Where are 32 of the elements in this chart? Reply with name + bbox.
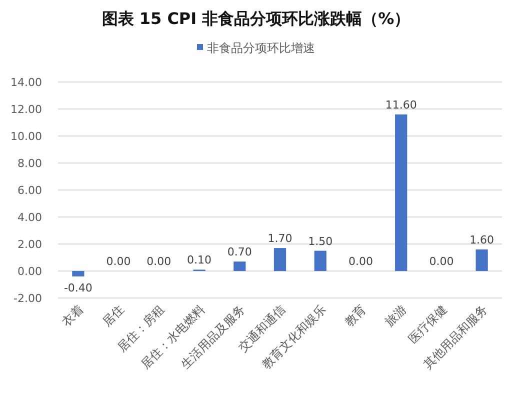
chart-title: 图表 15 CPI 非食品分项环比涨跌幅（%） bbox=[102, 9, 410, 28]
data-label: 1.70 bbox=[268, 232, 292, 246]
y-tick-label: 14.00 bbox=[10, 76, 42, 89]
bar bbox=[274, 248, 286, 271]
y-tick-label: 2.00 bbox=[18, 238, 42, 251]
bar bbox=[314, 250, 326, 271]
y-tick-label: 4.00 bbox=[18, 211, 42, 224]
x-tick-label: 旅游 bbox=[382, 302, 410, 330]
bar bbox=[72, 271, 84, 276]
y-tick-label: 8.00 bbox=[18, 157, 42, 170]
legend-label: 非食品分项环比增速 bbox=[207, 41, 315, 55]
x-tick-label: 教育 bbox=[342, 302, 369, 330]
data-label: 0.10 bbox=[187, 254, 212, 267]
bar bbox=[476, 249, 488, 271]
data-label: 11.60 bbox=[385, 98, 417, 112]
data-label: 1.60 bbox=[470, 233, 494, 246]
y-tick-label: 12.00 bbox=[10, 103, 42, 116]
x-tick-label: 衣着 bbox=[59, 302, 86, 330]
data-label: 0.00 bbox=[146, 255, 172, 268]
data-label: 0.00 bbox=[429, 255, 454, 268]
bar bbox=[234, 262, 246, 271]
y-tick-label: 10.00 bbox=[10, 130, 42, 143]
data-label: 0.70 bbox=[227, 246, 252, 259]
data-label: 0.00 bbox=[348, 255, 373, 268]
bar bbox=[395, 114, 408, 271]
y-tick-label: 0.00 bbox=[18, 265, 42, 278]
y-tick-label: 6.00 bbox=[18, 184, 42, 197]
x-tick-label: 居住 bbox=[100, 302, 127, 330]
data-label: 0.00 bbox=[106, 255, 131, 268]
data-label: -0.40 bbox=[64, 281, 92, 294]
y-tick-label: -2.00 bbox=[14, 292, 42, 305]
data-label: 1.50 bbox=[308, 234, 333, 248]
